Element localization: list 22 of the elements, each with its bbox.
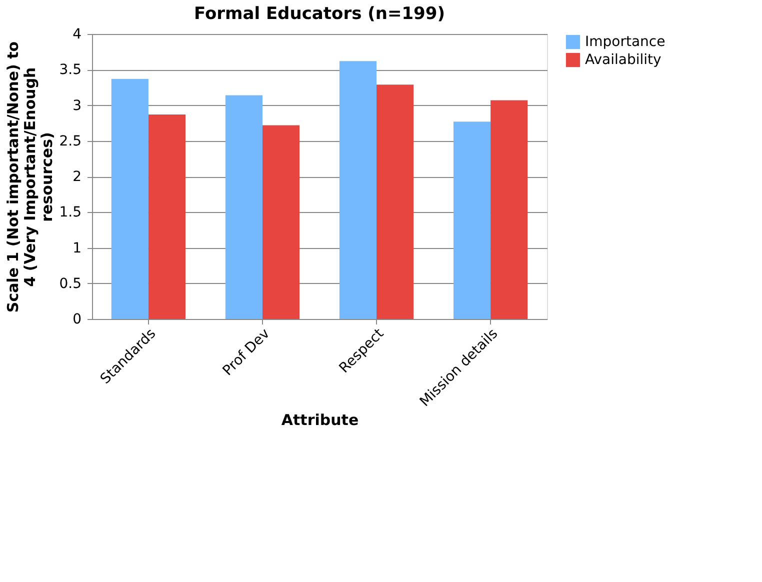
- bar: [225, 95, 262, 319]
- bar: [376, 84, 414, 319]
- y-tick-label: 2: [72, 169, 82, 185]
- y-tick-label: 0: [72, 312, 82, 328]
- bar: [148, 114, 186, 319]
- bar: [111, 78, 148, 319]
- bar: [262, 125, 300, 319]
- bar: [339, 61, 377, 319]
- x-axis-title: Attribute: [281, 411, 359, 430]
- legend-label: Availability: [585, 52, 662, 68]
- y-tick-label: 4: [72, 26, 82, 42]
- y-tick-label: 1: [72, 240, 82, 256]
- y-tick-label: 3: [72, 98, 82, 114]
- y-tick-label: 2.5: [59, 133, 82, 150]
- chart-title: Formal Educators (n=199): [194, 4, 445, 24]
- y-axis-title: Scale 1 (Not important/None) to 4 (Very Important/Enough resources): [4, 41, 56, 313]
- y-tick-label: 0.5: [59, 276, 82, 292]
- bar: [453, 122, 491, 319]
- y-tick-label: 1.5: [59, 204, 82, 221]
- legend-label: Importance: [585, 34, 666, 50]
- y-tick-label: 3.5: [59, 62, 82, 78]
- bar: [490, 100, 528, 319]
